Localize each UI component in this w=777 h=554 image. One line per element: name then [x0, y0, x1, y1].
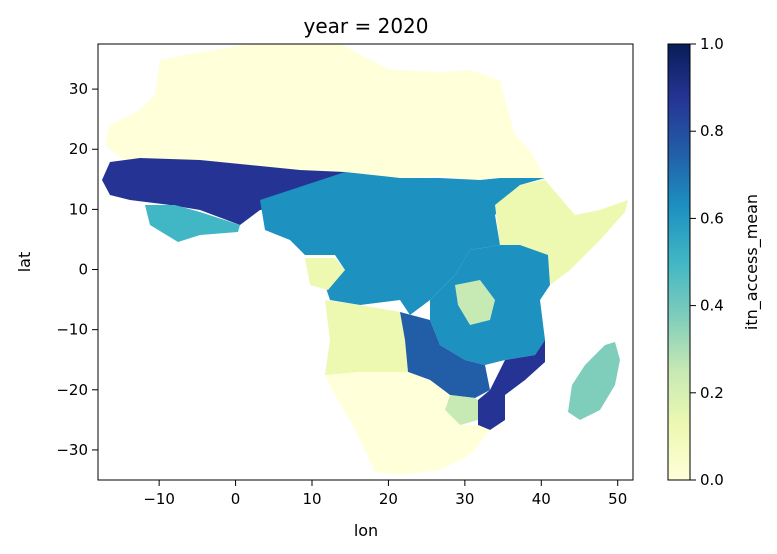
y-tick-label: −10 [56, 321, 88, 339]
colorbar-tick-label: 0.0 [700, 471, 724, 489]
x-tick-label: 20 [379, 490, 398, 508]
y-axis-label: lat [15, 252, 34, 273]
plot-area [102, 44, 628, 475]
x-tick-label: 0 [231, 490, 241, 508]
region-botswana [445, 395, 478, 425]
region-angola [325, 300, 408, 375]
region-southern-africa [325, 372, 490, 475]
x-tick-label: 50 [608, 490, 627, 508]
region-horn [495, 180, 628, 285]
x-tick-label: 10 [302, 490, 321, 508]
colorbar [667, 43, 691, 481]
y-tick-label: 20 [69, 140, 88, 158]
y-tick-label: −20 [56, 381, 88, 399]
region-central-africa [260, 172, 545, 315]
x-tick-label: 40 [532, 490, 551, 508]
x-axis-label: lon [354, 521, 378, 540]
colorbar-tick-label: 0.4 [700, 297, 724, 315]
x-axis: −10 0 10 20 30 40 50 [143, 480, 627, 508]
y-axis: −30 −20 −10 0 10 20 30 [56, 80, 98, 459]
region-sahel [102, 158, 345, 225]
region-zambia [400, 312, 490, 398]
x-tick-label: −10 [143, 490, 175, 508]
y-tick-label: −30 [56, 441, 88, 459]
region-north-africa [105, 44, 545, 180]
y-tick-label: 10 [69, 200, 88, 218]
chart-title: year = 2020 [304, 14, 429, 38]
colorbar-label: itn_access_mean [742, 194, 762, 330]
colorbar-tick-label: 0.8 [700, 122, 724, 140]
y-tick-label: 30 [69, 80, 88, 98]
region-madagascar [568, 342, 620, 420]
colorbar-tick-label: 1.0 [700, 35, 724, 53]
colorbar-ticks: 0.0 0.2 0.4 0.6 0.8 1.0 [690, 35, 724, 489]
y-tick-label: 0 [78, 261, 88, 279]
x-tick-label: 30 [455, 490, 474, 508]
region-gabon [305, 258, 345, 290]
region-west-coast [145, 205, 240, 242]
region-lakes [455, 280, 495, 325]
plot-frame [97, 43, 634, 481]
region-mozambique [478, 340, 545, 430]
colorbar-tick-label: 0.6 [700, 209, 724, 227]
colorbar-tick-label: 0.2 [700, 384, 724, 402]
